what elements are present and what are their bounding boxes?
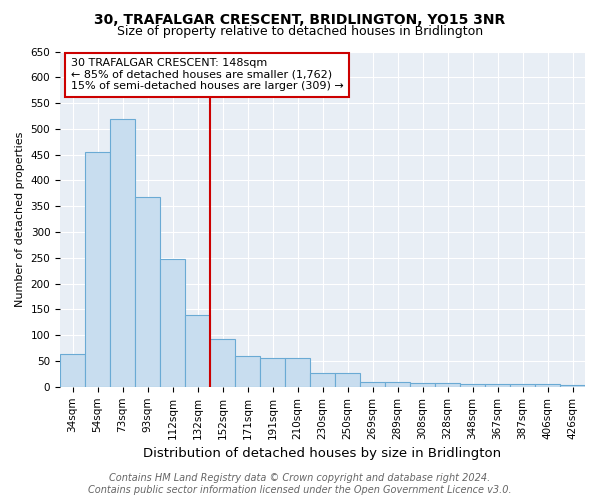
Y-axis label: Number of detached properties: Number of detached properties <box>15 132 25 307</box>
Bar <box>60 354 85 387</box>
Bar <box>235 356 260 387</box>
Bar <box>560 385 585 387</box>
Bar <box>385 382 410 387</box>
Text: Size of property relative to detached houses in Bridlington: Size of property relative to detached ho… <box>117 25 483 38</box>
Text: 30 TRAFALGAR CRESCENT: 148sqm
← 85% of detached houses are smaller (1,762)
15% o: 30 TRAFALGAR CRESCENT: 148sqm ← 85% of d… <box>71 58 343 92</box>
Bar <box>335 374 360 387</box>
Bar <box>360 382 385 387</box>
Bar <box>435 383 460 387</box>
Bar <box>535 384 560 387</box>
Bar <box>510 384 535 387</box>
X-axis label: Distribution of detached houses by size in Bridlington: Distribution of detached houses by size … <box>143 447 502 460</box>
Bar <box>135 197 160 387</box>
Text: 30, TRAFALGAR CRESCENT, BRIDLINGTON, YO15 3NR: 30, TRAFALGAR CRESCENT, BRIDLINGTON, YO1… <box>94 12 506 26</box>
Bar <box>85 152 110 387</box>
Bar <box>160 259 185 387</box>
Bar <box>285 358 310 387</box>
Bar <box>110 118 135 387</box>
Bar <box>485 384 510 387</box>
Bar <box>410 383 435 387</box>
Bar <box>460 384 485 387</box>
Bar <box>310 374 335 387</box>
Text: Contains HM Land Registry data © Crown copyright and database right 2024.
Contai: Contains HM Land Registry data © Crown c… <box>88 474 512 495</box>
Bar <box>210 339 235 387</box>
Bar <box>185 314 210 387</box>
Bar <box>260 358 285 387</box>
